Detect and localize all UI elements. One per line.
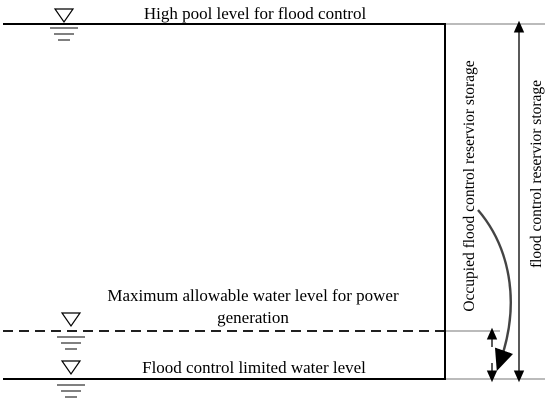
water-level-triangle-icon <box>50 8 78 41</box>
water-level-triangle-icon <box>57 360 85 398</box>
high-pool-label: High pool level for flood control <box>144 4 367 23</box>
max-power-label-line1: Maximum allowable water level for power <box>107 286 399 305</box>
total-storage-label: flood control reservior storage <box>528 80 545 268</box>
curved-pointer-arrow <box>477 209 514 372</box>
water-level-triangle-icon <box>57 312 85 350</box>
max-power-label-line2: generation <box>217 308 289 327</box>
limited-level-label: Flood control limited water level <box>142 358 366 377</box>
occupied-storage-label: Occupied flood control reservior storage <box>461 60 478 311</box>
